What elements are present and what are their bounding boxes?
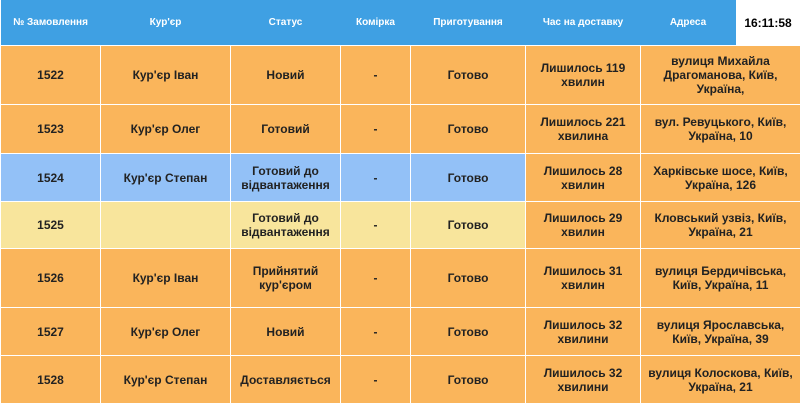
cell: Лишилось 29 хвилин <box>525 201 641 249</box>
order-row: 1528 Кур'єр Степан Доставляється - Готово Лиш… <box>0 355 800 403</box>
cell <box>100 201 231 249</box>
column-header: Приготування <box>410 0 526 46</box>
column-header: Адреса <box>640 0 736 46</box>
cell: Готовий до відвантаження <box>230 201 341 249</box>
cell: Кур'єр Степан <box>100 153 231 202</box>
cell: вулиця Колоскова, Київ, Україна, 21 <box>640 355 800 403</box>
cell: - <box>340 307 411 356</box>
order-row: 1526 Кур'єр Іван Прийнятий кур'єром - Готово… <box>0 248 800 308</box>
cell: - <box>340 104 411 154</box>
cell: - <box>340 248 411 308</box>
cell: Лишилось 32 хвилини <box>525 355 641 403</box>
cell: Готовий до відвантаження <box>230 153 341 202</box>
cell: - <box>340 201 411 249</box>
cell: Лишилось 119 хвилин <box>525 45 641 105</box>
order-row: 1525 Готовий до відвантаження - Готово Лишил… <box>0 201 800 249</box>
cell: 1524 <box>0 153 101 202</box>
cell: 1526 <box>0 248 101 308</box>
column-header: Комірка <box>340 0 411 46</box>
cell: Лишилось 28 хвилин <box>525 153 641 202</box>
cell: - <box>340 153 411 202</box>
cell: 1522 <box>0 45 101 105</box>
cell: Лишилось 221 хвилина <box>525 104 641 154</box>
cell: Кур'єр Іван <box>100 45 231 105</box>
cell: Готово <box>410 248 526 308</box>
cell: Готово <box>410 104 526 154</box>
cell: Доставляється <box>230 355 341 403</box>
cell: Кловський узвіз, Київ, Україна, 21 <box>640 201 800 249</box>
cell: - <box>340 355 411 403</box>
cell: Прийнятий кур'єром <box>230 248 341 308</box>
cell: Лишилось 31 хвилин <box>525 248 641 308</box>
cell: вулиця Михайла Драгоманова, Київ, Україн… <box>640 45 800 105</box>
column-header: Кур'єр <box>100 0 231 46</box>
cell: 1525 <box>0 201 101 249</box>
cell: 1527 <box>0 307 101 356</box>
cell: Новий <box>230 45 341 105</box>
order-row: 1522 Кур'єр Іван Новий - Готово Лишилось 119 … <box>0 45 800 105</box>
cell: Кур'єр Олег <box>100 104 231 154</box>
cell: Новий <box>230 307 341 356</box>
column-header: Статус <box>230 0 341 46</box>
order-row: 1524 Кур'єр Степан Готовий до відвантаженн… <box>0 153 800 202</box>
cell: Готовий <box>230 104 341 154</box>
cell: Харківське шосе, Київ, Україна, 126 <box>640 153 800 202</box>
cell: Кур'єр Степан <box>100 355 231 403</box>
cell: Готово <box>410 153 526 202</box>
cell: Кур'єр Олег <box>100 307 231 356</box>
cell: Лишилось 32 хвилини <box>525 307 641 356</box>
column-header: № Замовлення <box>0 0 101 46</box>
cell: Кур'єр Іван <box>100 248 231 308</box>
table-body: 1522 Кур'єр Іван Новий - Готово Лишилось 119 … <box>0 45 800 403</box>
cell: вулиця Ярославська, Київ, Україна, 39 <box>640 307 800 356</box>
cell: Готово <box>410 201 526 249</box>
cell: Готово <box>410 307 526 356</box>
header-row: № Замовлення Кур'єр Статус Комірка Приготува… <box>0 0 800 46</box>
clock: 16:11:58 <box>735 0 800 46</box>
order-row: 1523 Кур'єр Олег Готовий - Готово Лишилось 22… <box>0 104 800 154</box>
cell: Готово <box>410 45 526 105</box>
cell: 1523 <box>0 104 101 154</box>
cell: вулиця Бердичівська, Київ, Україна, 11 <box>640 248 800 308</box>
cell: 1528 <box>0 355 101 403</box>
cell: Готово <box>410 355 526 403</box>
column-header: Час на доставку <box>525 0 641 46</box>
order-row: 1527 Кур'єр Олег Новий - Готово Лишилось 32 х… <box>0 307 800 356</box>
cell: вул. Ревуцького, Київ, Україна, 10 <box>640 104 800 154</box>
cell: - <box>340 45 411 105</box>
